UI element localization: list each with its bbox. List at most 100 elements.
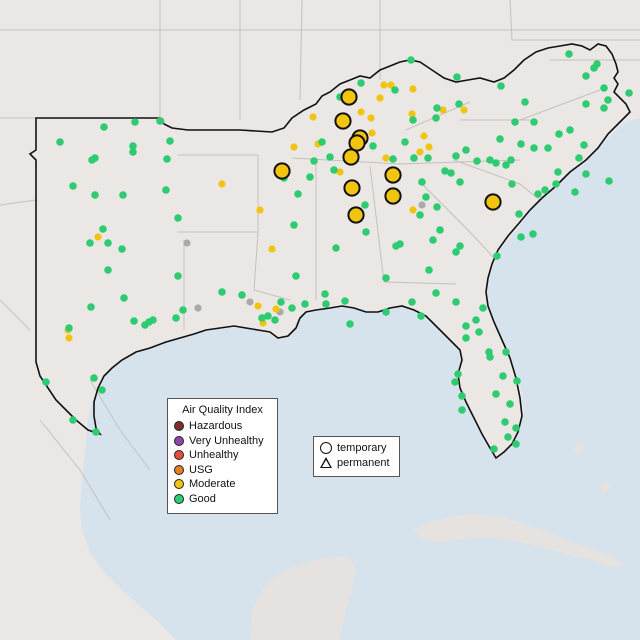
site-marker-good[interactable]	[98, 386, 106, 394]
site-marker-good[interactable]	[290, 221, 298, 229]
site-marker-good[interactable]	[264, 312, 272, 320]
site-marker-good[interactable]	[517, 233, 525, 241]
site-marker-moderate-temporary[interactable]	[342, 148, 360, 166]
site-marker-moderate-temporary[interactable]	[273, 162, 291, 180]
site-marker-moderate[interactable]	[272, 305, 280, 313]
site-marker-good[interactable]	[554, 168, 562, 176]
site-marker-good[interactable]	[552, 180, 560, 188]
site-marker-good[interactable]	[292, 272, 300, 280]
site-marker-good[interactable]	[326, 153, 334, 161]
site-marker-good[interactable]	[341, 297, 349, 305]
site-marker-good[interactable]	[416, 211, 424, 219]
site-marker-moderate[interactable]	[382, 154, 390, 162]
site-marker-good[interactable]	[410, 154, 418, 162]
site-marker-good[interactable]	[332, 244, 340, 252]
site-marker-good[interactable]	[417, 312, 425, 320]
site-marker-good[interactable]	[418, 178, 426, 186]
site-marker-good[interactable]	[472, 316, 480, 324]
site-marker-good[interactable]	[499, 372, 507, 380]
site-marker-good[interactable]	[490, 445, 498, 453]
site-marker-good[interactable]	[492, 159, 500, 167]
site-marker-good[interactable]	[120, 294, 128, 302]
site-marker-moderate[interactable]	[290, 143, 298, 151]
site-marker-moderate-temporary[interactable]	[484, 193, 502, 211]
site-marker-good[interactable]	[91, 154, 99, 162]
site-marker-good[interactable]	[582, 72, 590, 80]
site-marker-good[interactable]	[92, 428, 100, 436]
site-marker-good[interactable]	[408, 298, 416, 306]
site-marker-good[interactable]	[605, 177, 613, 185]
site-marker-good[interactable]	[99, 225, 107, 233]
site-marker-good[interactable]	[529, 230, 537, 238]
site-marker-moderate-temporary[interactable]	[347, 206, 365, 224]
site-marker-unavailable[interactable]	[183, 239, 191, 247]
site-marker-good[interactable]	[433, 203, 441, 211]
site-marker-good[interactable]	[502, 348, 510, 356]
site-marker-good[interactable]	[119, 191, 127, 199]
site-marker-good[interactable]	[218, 288, 226, 296]
site-marker-moderate[interactable]	[420, 132, 428, 140]
site-marker-good[interactable]	[492, 390, 500, 398]
site-marker-good[interactable]	[163, 155, 171, 163]
site-marker-good[interactable]	[129, 148, 137, 156]
site-marker-moderate[interactable]	[94, 233, 102, 241]
site-marker-good[interactable]	[149, 316, 157, 324]
site-marker-good[interactable]	[512, 424, 520, 432]
site-marker-good[interactable]	[409, 116, 417, 124]
site-marker-good[interactable]	[555, 130, 563, 138]
site-marker-good[interactable]	[521, 98, 529, 106]
site-marker-good[interactable]	[501, 418, 509, 426]
site-marker-good[interactable]	[69, 182, 77, 190]
site-marker-moderate-temporary[interactable]	[384, 187, 402, 205]
site-marker-good[interactable]	[382, 308, 390, 316]
site-marker-good[interactable]	[130, 317, 138, 325]
site-marker-good[interactable]	[401, 138, 409, 146]
site-marker-good[interactable]	[515, 210, 523, 218]
site-marker-good[interactable]	[513, 377, 521, 385]
site-marker-moderate-temporary[interactable]	[348, 134, 366, 152]
site-marker-good[interactable]	[511, 118, 519, 126]
site-marker-moderate[interactable]	[65, 334, 73, 342]
site-marker-good[interactable]	[425, 266, 433, 274]
site-marker-good[interactable]	[382, 274, 390, 282]
site-marker-good[interactable]	[462, 334, 470, 342]
site-marker-moderate[interactable]	[387, 81, 395, 89]
site-marker-good[interactable]	[454, 370, 462, 378]
site-marker-good[interactable]	[87, 303, 95, 311]
site-marker-moderate[interactable]	[409, 206, 417, 214]
site-marker-good[interactable]	[455, 100, 463, 108]
site-marker-good[interactable]	[575, 154, 583, 162]
site-marker-good[interactable]	[496, 135, 504, 143]
site-marker-good[interactable]	[69, 416, 77, 424]
site-marker-good[interactable]	[238, 291, 246, 299]
site-marker-good[interactable]	[104, 239, 112, 247]
site-marker-good[interactable]	[580, 141, 588, 149]
site-marker-moderate[interactable]	[409, 85, 417, 93]
site-marker-good[interactable]	[65, 324, 73, 332]
site-marker-good[interactable]	[479, 304, 487, 312]
site-marker-good[interactable]	[86, 239, 94, 247]
site-marker-good[interactable]	[100, 123, 108, 131]
site-marker-good[interactable]	[346, 320, 354, 328]
site-marker-good[interactable]	[452, 248, 460, 256]
site-marker-good[interactable]	[294, 190, 302, 198]
site-marker-good[interactable]	[424, 154, 432, 162]
site-marker-good[interactable]	[357, 79, 365, 87]
site-marker-good[interactable]	[330, 166, 338, 174]
site-marker-moderate[interactable]	[256, 206, 264, 214]
site-marker-good[interactable]	[447, 169, 455, 177]
site-marker-moderate[interactable]	[425, 143, 433, 151]
site-marker-good[interactable]	[441, 167, 449, 175]
site-marker-good[interactable]	[389, 155, 397, 163]
site-marker-good[interactable]	[288, 304, 296, 312]
site-marker-good[interactable]	[508, 180, 516, 188]
site-marker-good[interactable]	[179, 306, 187, 314]
site-marker-good[interactable]	[530, 144, 538, 152]
site-marker-good[interactable]	[452, 152, 460, 160]
site-marker-moderate[interactable]	[254, 302, 262, 310]
site-marker-good[interactable]	[462, 146, 470, 154]
site-marker-good[interactable]	[433, 104, 441, 112]
site-marker-good[interactable]	[458, 406, 466, 414]
site-marker-good[interactable]	[541, 186, 549, 194]
